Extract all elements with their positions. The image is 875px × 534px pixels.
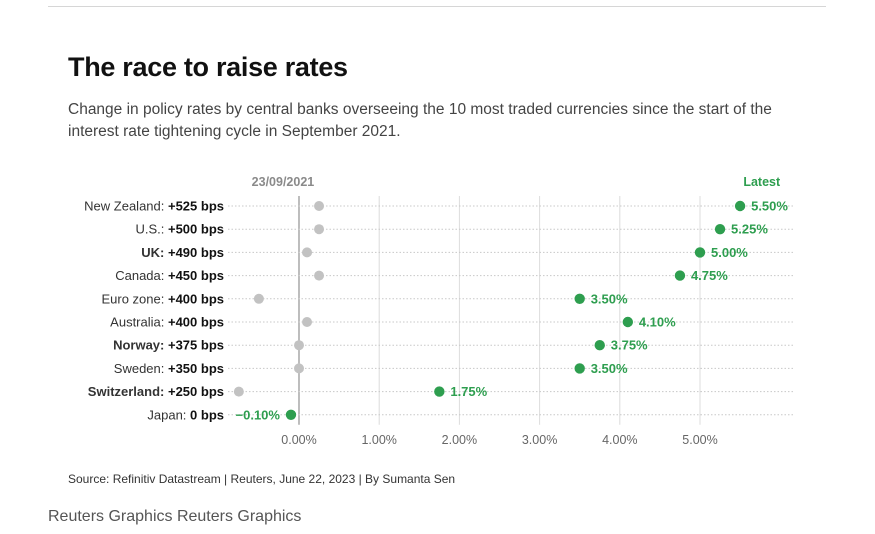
row-label: Norway: +375 bps [113, 338, 224, 353]
row-label: Japan: 0 bps [147, 407, 224, 422]
row-change: +500 bps [168, 222, 224, 237]
row-country: UK: [141, 245, 168, 260]
row-label: New Zealand: +525 bps [84, 199, 224, 214]
row-change: +250 bps [168, 384, 224, 399]
end-value-label: 3.75% [611, 338, 648, 353]
row-label: Canada: +450 bps [115, 268, 224, 283]
end-value-label: 5.00% [711, 245, 748, 260]
start-date-label: 23/09/2021 [252, 175, 315, 189]
x-tick-label: 3.00% [522, 433, 557, 447]
chart-subtitle: Change in policy rates by central banks … [68, 101, 772, 140]
row-label: Sweden: +350 bps [114, 361, 224, 376]
x-tick-label: 0.00% [281, 433, 316, 447]
row-change: +525 bps [168, 199, 224, 214]
start-dot [302, 317, 313, 327]
row-country: Euro zone: [101, 291, 168, 306]
row-change: +490 bps [168, 245, 224, 260]
row-change: +350 bps [168, 361, 224, 376]
row-country: Japan: [147, 407, 190, 422]
x-tick-label: 1.00% [361, 433, 396, 447]
row-label: Switzerland: +250 bps [88, 384, 224, 399]
end-value-label: 5.50% [751, 199, 788, 214]
end-dot [694, 247, 706, 258]
row-label: Euro zone: +400 bps [101, 291, 224, 306]
row-change: +450 bps [168, 268, 224, 283]
end-value-label: 4.10% [639, 315, 676, 330]
row-label: UK: +490 bps [141, 245, 224, 260]
end-dot [714, 224, 726, 235]
latest-label: Latest [743, 175, 781, 189]
end-dot [574, 293, 585, 304]
end-value-label: 5.25% [731, 222, 768, 237]
credit-line: Reuters Graphics Reuters Graphics [48, 508, 302, 525]
end-dot [674, 270, 686, 281]
chart-title: The race to raise rates [68, 52, 348, 82]
end-dot [574, 363, 585, 374]
top-divider [48, 6, 826, 7]
end-dot [434, 386, 445, 397]
start-dot [302, 247, 313, 258]
start-dot [314, 270, 325, 281]
start-dot [253, 293, 264, 304]
end-dot [594, 340, 605, 351]
row-change: +400 bps [168, 291, 224, 306]
start-dot [233, 386, 244, 397]
row-change: +400 bps [168, 315, 224, 330]
start-dot [314, 201, 325, 211]
end-value-label: 4.75% [691, 268, 728, 283]
row-country: Canada: [115, 268, 168, 283]
row-label: Australia: +400 bps [110, 315, 224, 330]
row-change: +375 bps [168, 338, 224, 353]
start-dot [314, 224, 325, 235]
x-tick-label: 4.00% [602, 433, 637, 447]
row-country: Australia: [110, 315, 168, 330]
row-change: 0 bps [190, 407, 224, 422]
row-country: Sweden: [114, 361, 168, 376]
end-value-label: 3.50% [591, 291, 628, 306]
x-tick-label: 5.00% [682, 433, 717, 447]
end-value-label: 3.50% [591, 361, 628, 376]
row-country: Norway: [113, 338, 168, 353]
end-dot [285, 409, 297, 420]
start-dot [294, 340, 304, 351]
start-dot [294, 363, 304, 374]
end-value-label: 1.75% [450, 384, 487, 399]
row-country: Switzerland: [88, 384, 168, 399]
end-value-label: −0.10% [236, 407, 281, 422]
row-country: New Zealand: [84, 199, 168, 214]
row-label: U.S.: +500 bps [135, 222, 224, 237]
end-dot [734, 200, 746, 212]
row-country: U.S.: [135, 222, 168, 237]
x-tick-label: 2.00% [442, 433, 477, 447]
source-note: Source: Refinitiv Datastream | Reuters, … [68, 472, 456, 486]
end-dot [622, 316, 634, 328]
